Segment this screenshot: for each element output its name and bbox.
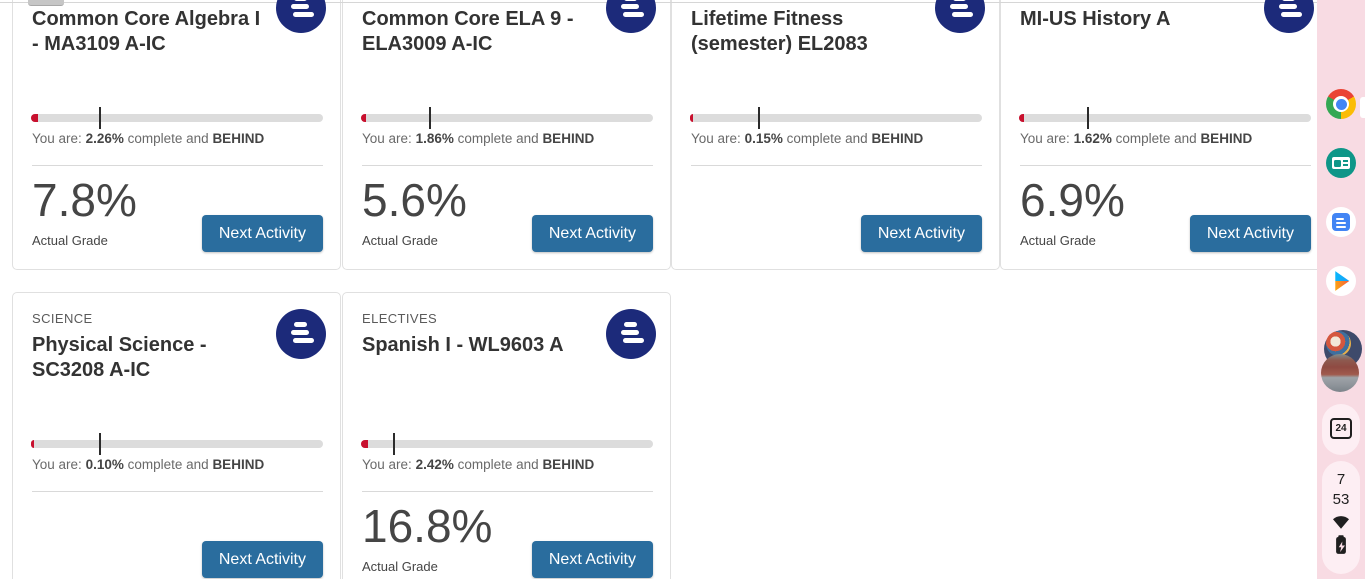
next-activity-button[interactable]: Next Activity: [860, 215, 982, 252]
progress-fill: [361, 440, 369, 448]
wifi-icon: [1333, 516, 1349, 529]
actual-grade-label: Actual Grade: [1020, 233, 1096, 248]
actual-grade-value: 6.9%: [1020, 174, 1125, 226]
clock: 7 53: [1322, 470, 1360, 510]
progress-target-tick: [758, 107, 760, 129]
progress-status-text: You are: 1.86% complete and BEHIND: [362, 131, 595, 146]
course-card: ELECTIVES Spanish I - WL9603 A You are: …: [342, 292, 671, 579]
progress-bar: [31, 433, 323, 455]
scrollbar-thumb[interactable]: [28, 0, 64, 6]
progress-bar: [31, 107, 323, 129]
divider: [32, 491, 323, 492]
course-card: Common Core ELA 9 - ELA3009 A-IC You are…: [342, 0, 671, 270]
course-title: Common Core Algebra I - MA3109 A-IC: [32, 8, 261, 55]
contact-card-app-icon[interactable]: [1326, 148, 1356, 178]
battery-charging-icon: [1336, 535, 1346, 554]
course-card: MI-US History A You are: 1.62% complete …: [1000, 0, 1317, 270]
progress-fill: [31, 114, 38, 122]
divider: [1020, 165, 1311, 166]
progress-fill: [361, 114, 367, 122]
active-app-indicator: [1360, 97, 1365, 118]
system-shelf: 24 7 53: [1317, 0, 1365, 579]
course-title: Spanish I - WL9603 A: [362, 334, 564, 356]
progress-bar: [1019, 107, 1311, 129]
edgenuity-logo-icon: [935, 0, 985, 33]
edgenuity-logo-icon: [276, 0, 326, 33]
divider: [362, 165, 653, 166]
course-title: Physical Science - SC3208 A-IC: [32, 334, 207, 381]
divider: [362, 491, 653, 492]
clock-hour: 7: [1336, 471, 1346, 488]
progress-fill: [31, 440, 34, 448]
progress-bar: [361, 433, 653, 455]
course-title: Common Core ELA 9 - ELA3009 A-IC: [362, 8, 574, 55]
progress-target-tick: [1087, 107, 1089, 129]
progress-bar: [690, 107, 982, 129]
status-tray[interactable]: 7 53: [1322, 461, 1360, 574]
course-category: SCIENCE: [32, 311, 93, 326]
progress-status-text: You are: 0.15% complete and BEHIND: [691, 131, 924, 146]
clock-minute: 53: [1332, 491, 1350, 508]
chrome-icon[interactable]: [1326, 89, 1356, 119]
next-activity-button[interactable]: Next Activity: [1189, 215, 1311, 252]
header-divider: [0, 2, 1317, 3]
play-store-icon[interactable]: [1326, 266, 1356, 296]
next-activity-button[interactable]: Next Activity: [531, 215, 653, 252]
user-photo-avatar[interactable]: [1321, 354, 1359, 392]
course-category: ELECTIVES: [362, 311, 438, 326]
course-dashboard: Common Core Algebra I - MA3109 A-IC You …: [0, 0, 1317, 579]
progress-target-tick: [99, 433, 101, 455]
progress-status-text: You are: 1.62% complete and BEHIND: [1020, 131, 1253, 146]
actual-grade-label: Actual Grade: [32, 233, 108, 248]
progress-bar: [361, 107, 653, 129]
progress-fill: [1019, 114, 1024, 122]
actual-grade-value: 7.8%: [32, 174, 137, 226]
progress-fill: [690, 114, 693, 122]
next-activity-button[interactable]: Next Activity: [201, 215, 323, 252]
course-title: Lifetime Fitness (semester) EL2083: [691, 8, 868, 55]
edgenuity-logo-icon: [276, 309, 326, 359]
course-title: MI-US History A: [1020, 8, 1171, 30]
progress-status-text: You are: 2.26% complete and BEHIND: [32, 131, 265, 146]
next-activity-button[interactable]: Next Activity: [201, 541, 323, 578]
edgenuity-logo-icon: [606, 309, 656, 359]
actual-grade-label: Actual Grade: [362, 233, 438, 248]
progress-target-tick: [99, 107, 101, 129]
calendar-tray[interactable]: 24: [1322, 404, 1360, 455]
docs-app-icon[interactable]: [1326, 207, 1356, 237]
edgenuity-logo-icon: [606, 0, 656, 33]
divider: [691, 165, 982, 166]
course-card: Common Core Algebra I - MA3109 A-IC You …: [12, 0, 341, 270]
progress-status-text: You are: 0.10% complete and BEHIND: [32, 457, 265, 472]
actual-grade-label: Actual Grade: [362, 559, 438, 574]
divider: [32, 165, 323, 166]
progress-status-text: You are: 2.42% complete and BEHIND: [362, 457, 595, 472]
calendar-icon: 24: [1330, 418, 1352, 439]
actual-grade-value: 16.8%: [362, 500, 493, 552]
progress-target-tick: [393, 433, 395, 455]
progress-target-tick: [429, 107, 431, 129]
edgenuity-logo-icon: [1264, 0, 1314, 33]
actual-grade-value: 5.6%: [362, 174, 467, 226]
course-card: Lifetime Fitness (semester) EL2083 You a…: [671, 0, 1000, 270]
course-card: SCIENCE Physical Science - SC3208 A-IC Y…: [12, 292, 341, 579]
next-activity-button[interactable]: Next Activity: [531, 541, 653, 578]
